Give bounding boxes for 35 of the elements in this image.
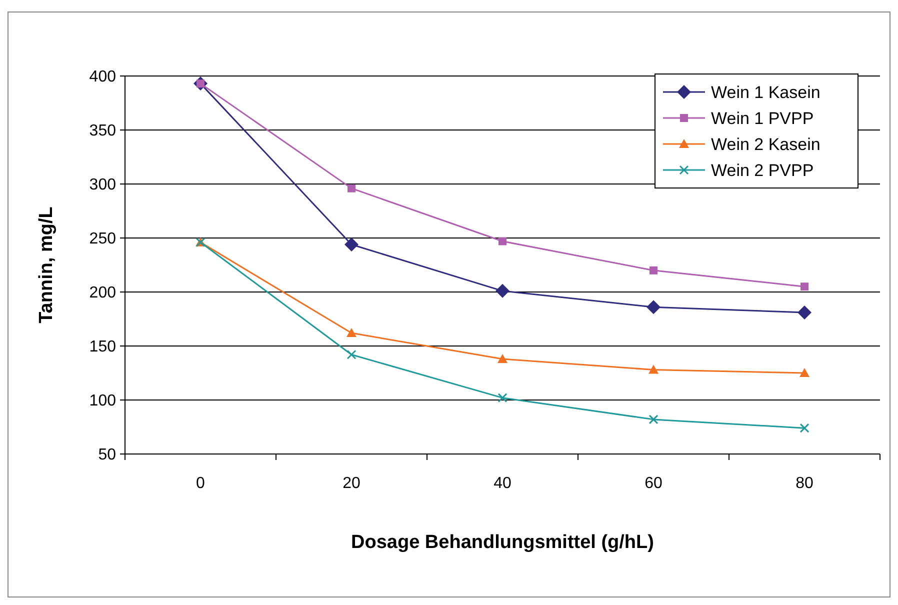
point bbox=[498, 237, 506, 246]
x-tick-label: 80 bbox=[796, 475, 814, 492]
x-tick-label: 0 bbox=[196, 475, 206, 492]
legend-label: Wein 2 PVPP bbox=[711, 160, 814, 180]
point bbox=[348, 184, 356, 192]
point bbox=[648, 364, 658, 374]
y-tick-label: 350 bbox=[89, 122, 116, 140]
point bbox=[798, 306, 812, 320]
legend-label: Wein 1 Kasein bbox=[711, 82, 820, 102]
y-tick-label: 150 bbox=[89, 338, 116, 356]
point bbox=[800, 368, 810, 377]
y-tick-label: 400 bbox=[89, 68, 116, 86]
y-tick-label: 50 bbox=[98, 446, 116, 464]
y-tick-label: 250 bbox=[89, 230, 116, 248]
point bbox=[650, 266, 658, 274]
point bbox=[344, 237, 358, 252]
y-tick-label: 300 bbox=[89, 176, 116, 194]
point bbox=[346, 350, 356, 360]
x-tick-label: 20 bbox=[342, 475, 360, 492]
point bbox=[800, 423, 810, 433]
x-axis-title: Dosage Behandlungsmittel (g/hL) bbox=[351, 532, 654, 553]
point bbox=[346, 328, 356, 338]
x-tick-label: 60 bbox=[644, 475, 662, 492]
y-axis-title: Tannin, mg/L bbox=[36, 206, 57, 324]
point bbox=[498, 393, 508, 403]
y-tick-label: 100 bbox=[89, 392, 116, 410]
x-tick-label: 40 bbox=[494, 475, 512, 492]
legend-label: Wein 1 PVPP bbox=[711, 108, 814, 128]
point bbox=[800, 282, 808, 291]
point bbox=[498, 354, 508, 363]
point bbox=[496, 284, 510, 298]
y-tick-label: 200 bbox=[89, 284, 116, 302]
legend-label: Wein 2 Kasein bbox=[711, 134, 820, 154]
point bbox=[648, 414, 658, 424]
point bbox=[646, 300, 660, 314]
